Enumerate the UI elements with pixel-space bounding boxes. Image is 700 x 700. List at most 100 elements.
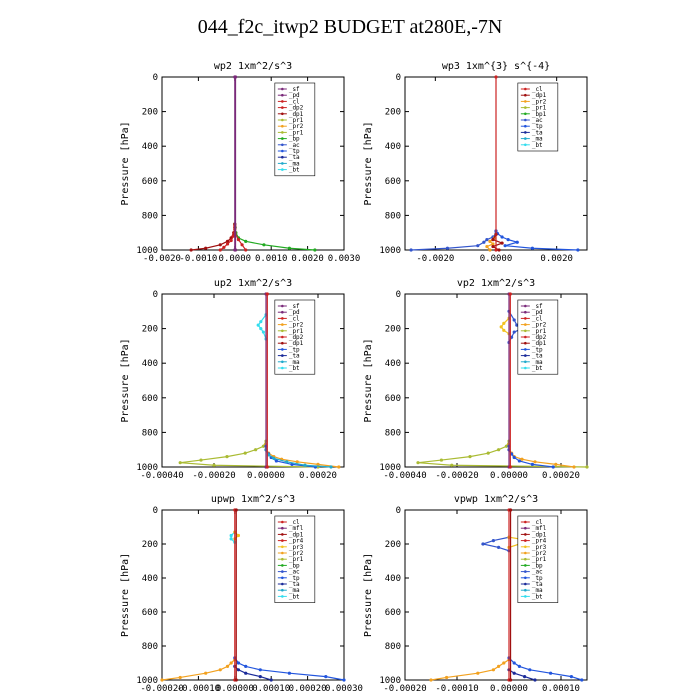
legend-marker	[281, 87, 284, 91]
data-point-cl	[236, 238, 241, 242]
data-point-ta	[244, 671, 248, 675]
legend-marker	[281, 582, 284, 586]
legend-entry: _pr1	[289, 556, 304, 563]
data-point-pr2	[488, 248, 492, 252]
series-line-bp	[234, 223, 315, 251]
data-point-tp	[324, 675, 328, 679]
data-point-cl	[508, 465, 512, 469]
data-point-dp2	[231, 234, 235, 238]
legend-entry: _bp1	[532, 111, 547, 118]
x-tick-label: 0.00010	[252, 684, 290, 694]
plot-frame	[161, 293, 345, 468]
legend-marker	[524, 348, 527, 351]
data-point-pd	[233, 75, 238, 79]
data-point-ac	[512, 318, 516, 322]
legend-marker	[281, 588, 284, 592]
data-point-pr1	[243, 451, 247, 455]
legend-entry: _pr1	[289, 129, 304, 136]
legend-marker	[281, 137, 284, 140]
panel-up2: up2 1xm^2/s^3 0 200 400 600 800 1000 -0.00040 -0…	[112, 272, 352, 487]
y-tick-label: 200	[142, 108, 158, 118]
data-point-ma	[272, 456, 276, 460]
x-tick-label: -0.00020	[435, 471, 478, 481]
legend-entry: _ac	[532, 117, 543, 124]
data-point-ac	[497, 545, 501, 549]
data-point-ac	[476, 244, 480, 248]
data-point-pr2	[554, 462, 558, 467]
x-tick-label: 0.00000	[216, 684, 254, 694]
chart-svg: upwp 1xm^2/s^3 0 200 400 600 800 1000-0.00020-…	[120, 494, 363, 694]
data-point-dp1	[491, 238, 495, 242]
data-point-dp1	[225, 239, 230, 243]
x-tick-label: 0.00030	[325, 684, 363, 694]
series-line-bt	[230, 531, 236, 543]
y-tick-label: 200	[385, 108, 401, 118]
data-point-tp	[551, 465, 555, 469]
legend-entry: _bp	[289, 136, 300, 143]
series-line-pr2	[508, 444, 575, 468]
x-tick-label: 0.0020	[540, 254, 573, 264]
data-point-pr2	[572, 465, 576, 469]
data-point-cl	[265, 465, 269, 469]
legend-entry: _cl	[289, 98, 300, 105]
data-point-pr2	[295, 460, 299, 464]
legend-entry: _pd	[532, 309, 543, 316]
y-tick-label: 200	[142, 540, 158, 550]
data-point-pr1	[504, 444, 508, 448]
x-tick-label: 0.0020	[291, 254, 324, 264]
chart-svg: vp2 1xm^2/s^3 0 200 400 600 800 1000-0.00040 -0…	[363, 278, 589, 481]
y-axis-label: Pressure [hPa]	[363, 338, 374, 422]
data-point-tp	[530, 246, 534, 250]
legend-entry: _mfl	[532, 525, 547, 532]
legend-entry: _ac	[289, 142, 300, 149]
legend-marker	[524, 354, 527, 357]
legend-marker	[281, 341, 284, 345]
panel-vp2: vp2 1xm^2/s^3 0 200 400 600 800 1000 -0.00040 -0…	[355, 272, 595, 487]
data-point-pr1	[261, 444, 265, 448]
legend-entry: _dp1	[532, 92, 547, 99]
data-point-ma	[303, 463, 307, 467]
data-point-ac	[485, 238, 489, 242]
legend-marker	[524, 570, 527, 573]
legend-entry: _pr4	[289, 538, 304, 545]
legend-entry: _bt	[289, 365, 300, 372]
legend-marker	[281, 551, 284, 555]
data-point-ta	[269, 678, 273, 682]
legend-marker	[524, 93, 527, 97]
data-point-dp1	[189, 248, 193, 252]
panel-wp3: wp3 1xm^{3} s^{-4} 0 200 400 600 800 1000 -0.00…	[355, 55, 595, 270]
legend-entry: _pr2	[289, 123, 304, 130]
data-point-tp	[506, 238, 510, 242]
legend-entry: _bt	[532, 365, 543, 372]
data-point-dp1	[491, 244, 495, 249]
y-tick-label: 1000	[136, 246, 158, 256]
legend-entry: _dp1	[289, 531, 304, 538]
data-point-bp	[287, 246, 291, 250]
x-tick-label: -0.00040	[383, 471, 426, 481]
legend-marker	[524, 341, 527, 345]
legend-marker	[524, 545, 527, 549]
legend-entry: _dp2	[289, 105, 304, 112]
legend-entry: _ta	[289, 581, 300, 588]
data-point-tp	[290, 462, 294, 467]
data-point-ta	[258, 675, 262, 679]
y-tick-label: 0	[396, 290, 401, 300]
data-point-pr2	[225, 664, 230, 668]
legend-entry: _ta	[532, 581, 543, 588]
legend-entry: _pr2	[289, 550, 304, 557]
series-line-pr2	[430, 659, 510, 681]
data-point-tp	[258, 668, 262, 672]
data-point-bt	[229, 537, 233, 541]
legend-marker	[524, 582, 527, 586]
y-tick-label: 400	[142, 142, 158, 152]
legend-marker	[281, 143, 284, 147]
series-line-pr2	[265, 444, 339, 468]
chart-svg: up2 1xm^2/s^3 0 200 400 600 800 1000-0.00040 -0…	[120, 278, 345, 481]
x-tick-label: 0.0010	[255, 254, 288, 264]
data-point-cl	[494, 248, 498, 252]
y-tick-label: 200	[385, 325, 401, 335]
data-point-pr2	[520, 457, 524, 461]
y-tick-label: 1000	[379, 676, 401, 686]
legend-entry: _pr1	[532, 556, 547, 563]
x-tick-label: -0.0020	[143, 254, 181, 264]
